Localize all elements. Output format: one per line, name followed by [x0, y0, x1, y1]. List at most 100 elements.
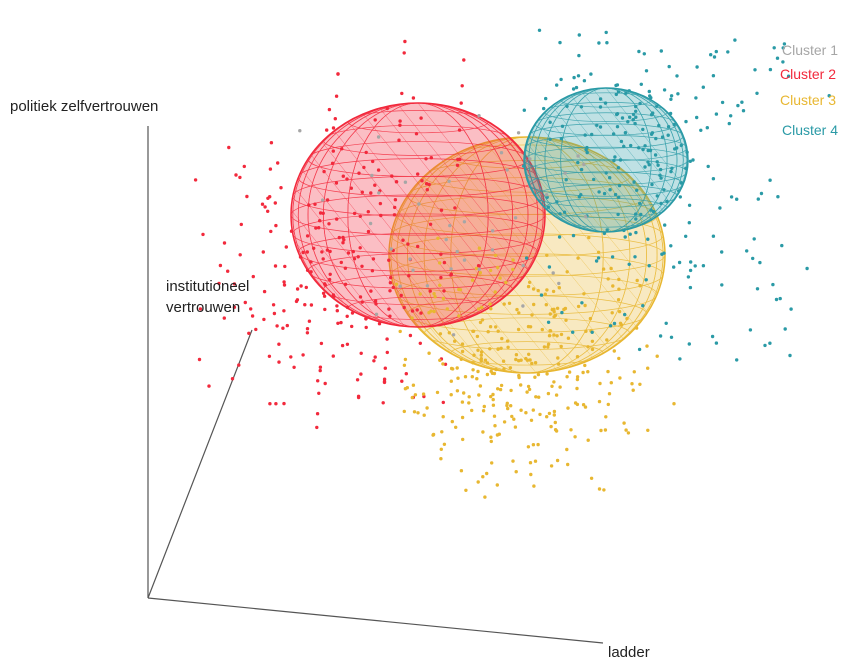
point-cluster-3 — [536, 442, 540, 447]
point-cluster-2 — [232, 282, 237, 286]
point-cluster-2 — [428, 222, 433, 226]
point-cluster-4 — [627, 262, 631, 266]
point-cluster-4 — [562, 210, 567, 214]
point-cluster-4 — [670, 166, 674, 170]
point-cluster-3 — [478, 271, 482, 275]
point-cluster-2 — [283, 264, 287, 269]
point-cluster-3 — [609, 266, 613, 271]
point-cluster-1 — [455, 249, 459, 254]
point-cluster-3 — [526, 284, 531, 289]
point-cluster-2 — [284, 245, 288, 249]
point-cluster-2 — [262, 289, 267, 294]
point-cluster-2 — [371, 159, 375, 164]
point-cluster-4 — [631, 117, 635, 122]
point-cluster-2 — [398, 119, 402, 123]
point-cluster-4 — [714, 112, 719, 116]
point-cluster-3 — [398, 329, 402, 334]
point-cluster-3 — [410, 316, 414, 320]
point-cluster-3 — [532, 484, 536, 488]
point-cluster-2 — [295, 287, 300, 291]
point-cluster-1 — [376, 135, 381, 139]
point-cluster-4 — [590, 132, 594, 137]
point-cluster-2 — [427, 182, 431, 187]
point-cluster-3 — [545, 415, 549, 419]
point-cluster-4 — [546, 320, 551, 324]
point-cluster-3 — [524, 411, 528, 415]
point-cluster-4 — [711, 74, 716, 78]
point-cluster-4 — [695, 65, 699, 69]
point-cluster-2 — [400, 379, 404, 383]
point-cluster-2 — [269, 141, 274, 145]
point-cluster-3 — [411, 383, 416, 387]
point-cluster-3 — [638, 284, 642, 288]
point-cluster-4 — [647, 89, 651, 94]
point-cluster-4 — [634, 109, 638, 114]
point-cluster-4 — [651, 111, 655, 115]
point-cluster-2 — [358, 295, 363, 299]
point-cluster-4 — [597, 41, 601, 45]
point-cluster-4 — [768, 178, 772, 182]
point-cluster-2 — [376, 168, 381, 172]
point-cluster-4 — [679, 143, 683, 148]
points-cluster-2 — [193, 39, 481, 430]
point-cluster-2 — [388, 289, 392, 293]
point-cluster-2 — [331, 149, 335, 153]
point-cluster-3 — [581, 403, 586, 407]
point-cluster-4 — [608, 176, 612, 180]
legend-item-cluster-1[interactable]: Cluster 1 — [782, 42, 839, 58]
point-cluster-2 — [350, 324, 354, 329]
point-cluster-4 — [615, 125, 620, 129]
point-cluster-2 — [418, 341, 422, 345]
point-cluster-4 — [691, 158, 695, 162]
point-cluster-4 — [544, 96, 548, 101]
point-cluster-4 — [634, 230, 638, 235]
point-cluster-2 — [322, 294, 327, 298]
point-cluster-4 — [622, 144, 626, 149]
point-cluster-4 — [648, 148, 653, 153]
point-cluster-4 — [711, 177, 716, 181]
point-cluster-4 — [658, 334, 663, 338]
point-cluster-2 — [292, 365, 296, 369]
point-cluster-4 — [649, 132, 654, 136]
point-cluster-2 — [314, 226, 318, 230]
point-cluster-3 — [515, 307, 519, 312]
point-cluster-2 — [318, 368, 322, 373]
point-cluster-3 — [418, 292, 422, 296]
point-cluster-3 — [555, 334, 559, 338]
point-cluster-2 — [402, 305, 406, 310]
point-cluster-4 — [620, 116, 625, 120]
point-cluster-3 — [528, 461, 533, 465]
point-cluster-2 — [243, 300, 247, 305]
legend-item-cluster-4[interactable]: Cluster 4 — [782, 122, 839, 138]
legend-item-cluster-2[interactable]: Cluster 2 — [780, 66, 837, 82]
point-cluster-3 — [491, 403, 496, 407]
point-cluster-3 — [564, 318, 568, 322]
point-cluster-2 — [321, 211, 325, 215]
point-cluster-3 — [617, 287, 621, 291]
point-cluster-2 — [247, 331, 251, 335]
point-cluster-2 — [393, 198, 398, 202]
point-cluster-4 — [699, 128, 703, 132]
point-cluster-3 — [630, 382, 634, 386]
legend-item-cluster-3[interactable]: Cluster 3 — [780, 92, 837, 108]
point-cluster-4 — [615, 112, 620, 116]
point-cluster-4 — [643, 165, 647, 169]
point-cluster-3 — [559, 332, 564, 337]
point-cluster-2 — [381, 401, 385, 405]
point-cluster-2 — [362, 165, 366, 170]
point-cluster-4 — [775, 56, 780, 60]
point-cluster-4 — [635, 188, 639, 192]
point-cluster-4 — [772, 46, 776, 50]
point-cluster-2 — [320, 250, 324, 254]
point-cluster-4 — [701, 264, 706, 268]
point-cluster-2 — [442, 289, 446, 293]
point-cluster-4 — [582, 79, 587, 83]
point-cluster-2 — [319, 341, 324, 346]
point-cluster-2 — [428, 289, 432, 293]
point-cluster-4 — [736, 103, 740, 108]
point-cluster-3 — [496, 347, 500, 351]
point-cluster-4 — [637, 146, 641, 150]
point-cluster-3 — [464, 488, 468, 492]
point-cluster-3 — [549, 464, 554, 468]
